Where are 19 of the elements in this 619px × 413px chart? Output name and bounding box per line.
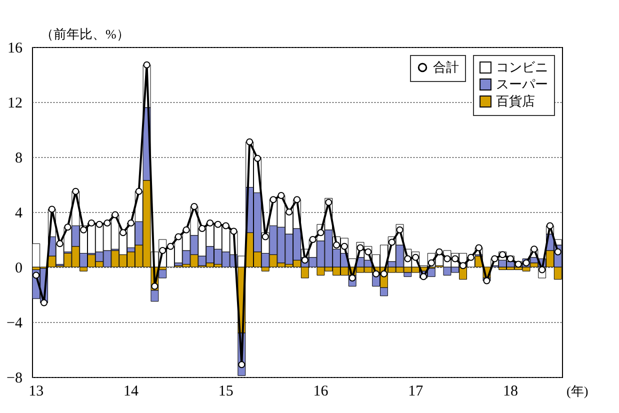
- y-tick-label: 8: [15, 150, 22, 166]
- x-tick-label: 16: [313, 384, 329, 400]
- x-tick-label: 17: [408, 384, 424, 400]
- y-tick-label: 12: [8, 96, 22, 112]
- legend-label: 百貨店: [496, 94, 535, 108]
- y-tick-label: −8: [6, 370, 22, 386]
- x-tick-label: 15: [218, 384, 234, 400]
- legend-label: スーパー: [496, 76, 548, 92]
- y-tick-label: 4: [15, 206, 23, 222]
- y-tick-label: −4: [6, 316, 23, 332]
- x-tick-label: 14: [123, 384, 139, 400]
- x-tick-label: 18: [502, 384, 518, 400]
- x-tick-label: 13: [28, 384, 44, 400]
- y-tick-label: 16: [8, 40, 23, 56]
- y-axis-title: （前年比、%）: [40, 26, 130, 42]
- legend-label: 合計: [433, 60, 459, 74]
- x-axis-title: (年): [566, 384, 588, 398]
- y-tick-label: 0: [15, 260, 22, 276]
- legend-label: コンビニ: [496, 60, 548, 74]
